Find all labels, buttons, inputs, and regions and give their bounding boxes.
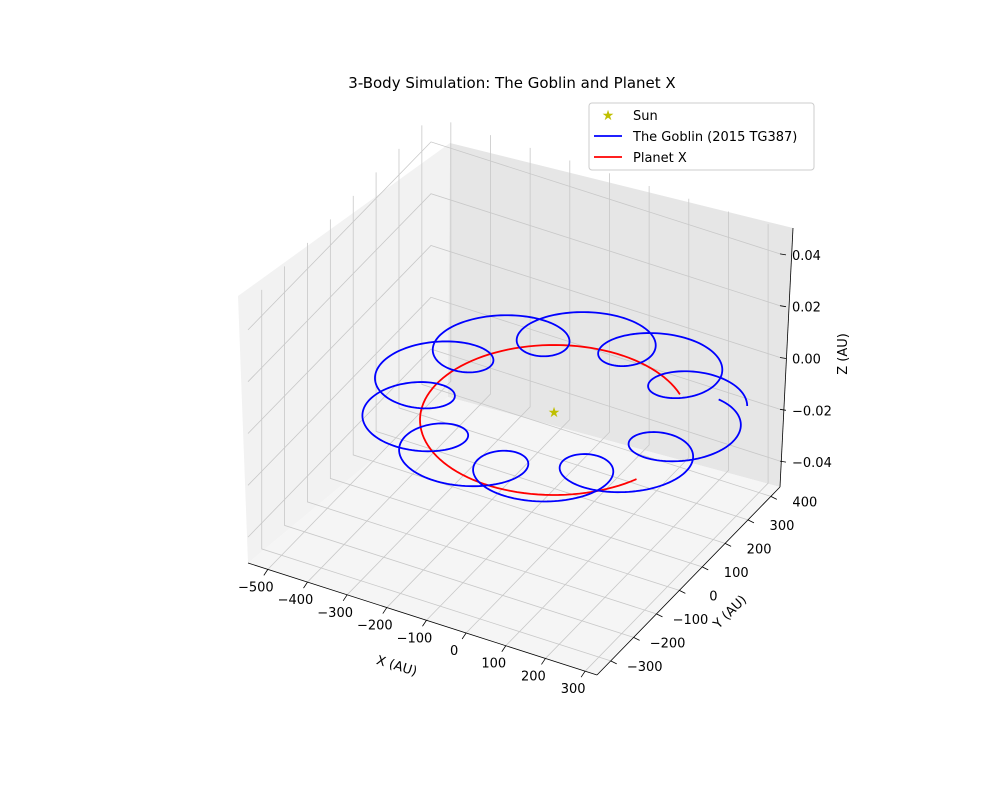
legend-label-planetx: Planet X (633, 151, 687, 166)
axis-edges (247, 227, 794, 676)
plot-area: ★ (361, 311, 749, 503)
legend: ★ Sun The Goblin (2015 TG387) Planet X (588, 102, 815, 171)
z-tick-mark (779, 408, 787, 411)
grid-lines (247, 122, 781, 672)
legend-label-sun: Sun (633, 109, 658, 124)
z-tick-mark (779, 305, 787, 308)
y-tick-mark (702, 566, 709, 571)
x-tick-label: −200 (357, 619, 393, 634)
z-tick-mark (779, 253, 787, 256)
pane-back-left (238, 143, 450, 563)
x-tick-mark (342, 594, 348, 602)
x-tick-mark (461, 632, 467, 640)
y-tick-label: −100 (673, 613, 709, 628)
legend-box (588, 102, 815, 171)
x-tick-label: −500 (238, 580, 274, 595)
series-sun-marker: ★ (548, 405, 561, 421)
series-goblin (361, 311, 749, 503)
x-tick-mark (303, 581, 308, 589)
x-tick-label: −400 (278, 593, 314, 608)
grid-line-x (307, 135, 491, 583)
x-tick-label: −100 (397, 631, 433, 646)
x-tick-mark (541, 658, 546, 665)
grid-line-y (329, 219, 680, 591)
y-tick-label: 0 (709, 589, 717, 604)
grid-line-x (505, 198, 690, 647)
x-tick-mark (263, 569, 269, 576)
z-axis-label: Z (AU) (836, 333, 851, 375)
grid-line-y (284, 266, 634, 638)
legend-label-goblin: The Goblin (2015 TG387) (632, 130, 797, 145)
y-tick-mark (679, 590, 686, 594)
grid-line-x (346, 147, 531, 596)
grid-line-x (426, 173, 610, 621)
grid-line-z (247, 193, 781, 382)
grid-line-y (375, 172, 726, 544)
y-tick-label: −200 (650, 636, 686, 651)
y-tick-label: 300 (770, 519, 795, 534)
z-tick-label: −0.02 (792, 404, 832, 419)
grid-line-z (247, 296, 781, 486)
y-tick-label: 100 (724, 566, 749, 581)
x-tick-mark (580, 670, 586, 678)
x-tick-mark (501, 645, 507, 652)
ticks: −500−400−300−200−1000100200300−300−200−1… (238, 249, 832, 697)
z-tick-label: 0.02 (792, 301, 821, 316)
y-tick-label: 200 (747, 542, 772, 557)
series-planet-x (419, 344, 681, 496)
x-tick-mark (422, 620, 427, 627)
x-tick-label: 300 (561, 682, 586, 697)
y-tick-mark (770, 496, 778, 500)
z-tick-label: 0.00 (792, 353, 821, 368)
z-tick-label: −0.04 (792, 456, 832, 471)
y-tick-label: 400 (792, 495, 817, 510)
z-tick-mark (779, 460, 787, 463)
pane-back-right (448, 143, 793, 487)
y-tick-mark (633, 637, 640, 641)
y-tick-label: −300 (627, 660, 663, 675)
grid-line-z (247, 245, 781, 434)
y-tick-mark (610, 660, 617, 665)
grid-line-x (545, 211, 729, 659)
grid-line-z (247, 348, 781, 538)
y-tick-mark (747, 519, 755, 524)
grid-line-y (307, 242, 657, 615)
grid-line-x (386, 160, 571, 608)
x-tick-label: −300 (317, 606, 353, 621)
x-tick-mark (382, 607, 388, 614)
legend-marker-sun: ★ (602, 108, 615, 124)
grid-line-z (247, 141, 781, 331)
grid-line-y (352, 195, 703, 568)
grid-line-y (398, 148, 749, 521)
grid-line-x (584, 224, 769, 672)
x-axis-label: X (AU) (374, 653, 418, 680)
y-tick-mark (724, 543, 732, 547)
grid-line-x (465, 186, 650, 634)
x-tick-label: 100 (481, 657, 506, 672)
grid-line-x (267, 122, 452, 570)
z-tick-label: 0.04 (792, 249, 821, 264)
y-tick-mark (656, 613, 663, 618)
chart-title: 3-Body Simulation: The Goblin and Planet… (348, 74, 675, 92)
x-tick-label: 200 (521, 669, 546, 684)
z-tick-mark (779, 357, 787, 359)
grid-line-y (261, 289, 611, 662)
x-tick-label: 0 (450, 644, 458, 659)
